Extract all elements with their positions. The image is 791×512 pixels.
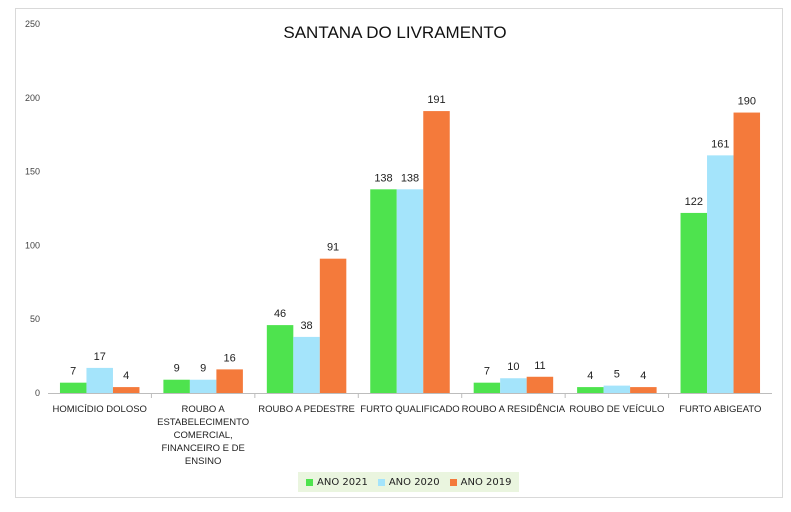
legend: ANO 2021 ANO 2020 ANO 2019 bbox=[298, 472, 520, 492]
data-label: 7 bbox=[70, 366, 76, 378]
legend-item-2020: ANO 2020 bbox=[377, 476, 440, 488]
x-tick-label: HOMICÍDIO DOLOSO bbox=[52, 404, 146, 415]
bar bbox=[733, 112, 761, 393]
x-tick-label: ROUBO A RESIDÊNCIA bbox=[462, 404, 566, 415]
data-label: 17 bbox=[94, 351, 106, 363]
y-axis: 0 50 100 150 200 250 bbox=[25, 19, 40, 398]
bar bbox=[266, 325, 294, 393]
legend-label-2021: ANO 2021 bbox=[317, 476, 368, 488]
bar bbox=[680, 212, 708, 393]
x-tick-label: FURTO QUALIFICADO bbox=[360, 404, 459, 415]
data-label: 122 bbox=[685, 196, 703, 208]
data-label: 38 bbox=[300, 320, 312, 332]
data-label: 9 bbox=[200, 363, 206, 375]
y-tick-label: 50 bbox=[30, 314, 40, 324]
data-label: 16 bbox=[224, 352, 236, 364]
bar bbox=[189, 379, 217, 393]
bar bbox=[603, 385, 631, 393]
bar bbox=[577, 387, 604, 393]
legend-label-2020: ANO 2020 bbox=[388, 476, 440, 488]
data-label: 10 bbox=[507, 361, 519, 373]
data-label: 161 bbox=[711, 138, 729, 150]
bar bbox=[163, 379, 190, 393]
x-tick-label: FURTO ABIGEATO bbox=[679, 404, 761, 415]
data-label: 91 bbox=[327, 242, 339, 254]
data-label: 46 bbox=[274, 308, 286, 320]
legend-swatch-2020 bbox=[377, 478, 385, 486]
data-label: 4 bbox=[587, 370, 593, 382]
bar bbox=[112, 387, 140, 393]
data-label: 11 bbox=[534, 360, 545, 372]
data-label: 4 bbox=[640, 370, 646, 382]
data-label: 9 bbox=[174, 363, 180, 375]
y-tick-label: 150 bbox=[25, 167, 40, 177]
y-tick-label: 250 bbox=[25, 19, 40, 29]
bar bbox=[707, 155, 734, 393]
legend-label-2019: ANO 2019 bbox=[460, 476, 512, 488]
bar bbox=[500, 378, 527, 393]
data-label: 4 bbox=[123, 370, 129, 382]
bar bbox=[423, 111, 450, 394]
bar bbox=[293, 336, 320, 393]
y-tick-label: 200 bbox=[25, 93, 40, 103]
legend-item-2021: ANO 2021 bbox=[306, 477, 368, 488]
bar bbox=[396, 189, 424, 393]
bar bbox=[526, 376, 554, 393]
chart-title: SANTANA DO LIVRAMENTO bbox=[283, 23, 506, 42]
legend-swatch-2019 bbox=[449, 478, 457, 486]
data-label: 7 bbox=[484, 366, 490, 378]
bar bbox=[319, 258, 347, 393]
legend-item-2019: ANO 2019 bbox=[449, 476, 512, 488]
bar bbox=[216, 369, 243, 393]
data-label: 190 bbox=[738, 96, 756, 108]
x-axis: HOMICÍDIO DOLOSO ROUBO A ESTABELECIMENTO CO… bbox=[48, 393, 772, 467]
bar bbox=[630, 387, 657, 393]
y-tick-label: 0 bbox=[35, 388, 40, 398]
x-tick-label: ROUBO A PEDESTRE bbox=[258, 404, 355, 415]
x-tick-label: ROUBO DE VEÍCULO bbox=[569, 404, 664, 415]
data-labels: 7 17 4 9 9 16 46 38 91 138 138 191 7 10 11 4 5 4 122 161 190 bbox=[70, 94, 756, 382]
bar bbox=[370, 189, 397, 393]
x-tick-label: ROUBO A ESTABELECIMENTO COMERCIAL, FINANCEI… bbox=[157, 404, 249, 467]
data-label: 138 bbox=[401, 172, 419, 184]
data-label: 191 bbox=[427, 94, 445, 106]
data-label: 138 bbox=[374, 172, 392, 184]
bars bbox=[59, 111, 761, 394]
data-label: 5 bbox=[614, 369, 620, 381]
bar bbox=[473, 382, 501, 393]
legend-swatch-2021 bbox=[306, 478, 313, 486]
bar bbox=[86, 367, 113, 393]
y-tick-label: 100 bbox=[25, 240, 40, 250]
bar bbox=[59, 382, 87, 393]
